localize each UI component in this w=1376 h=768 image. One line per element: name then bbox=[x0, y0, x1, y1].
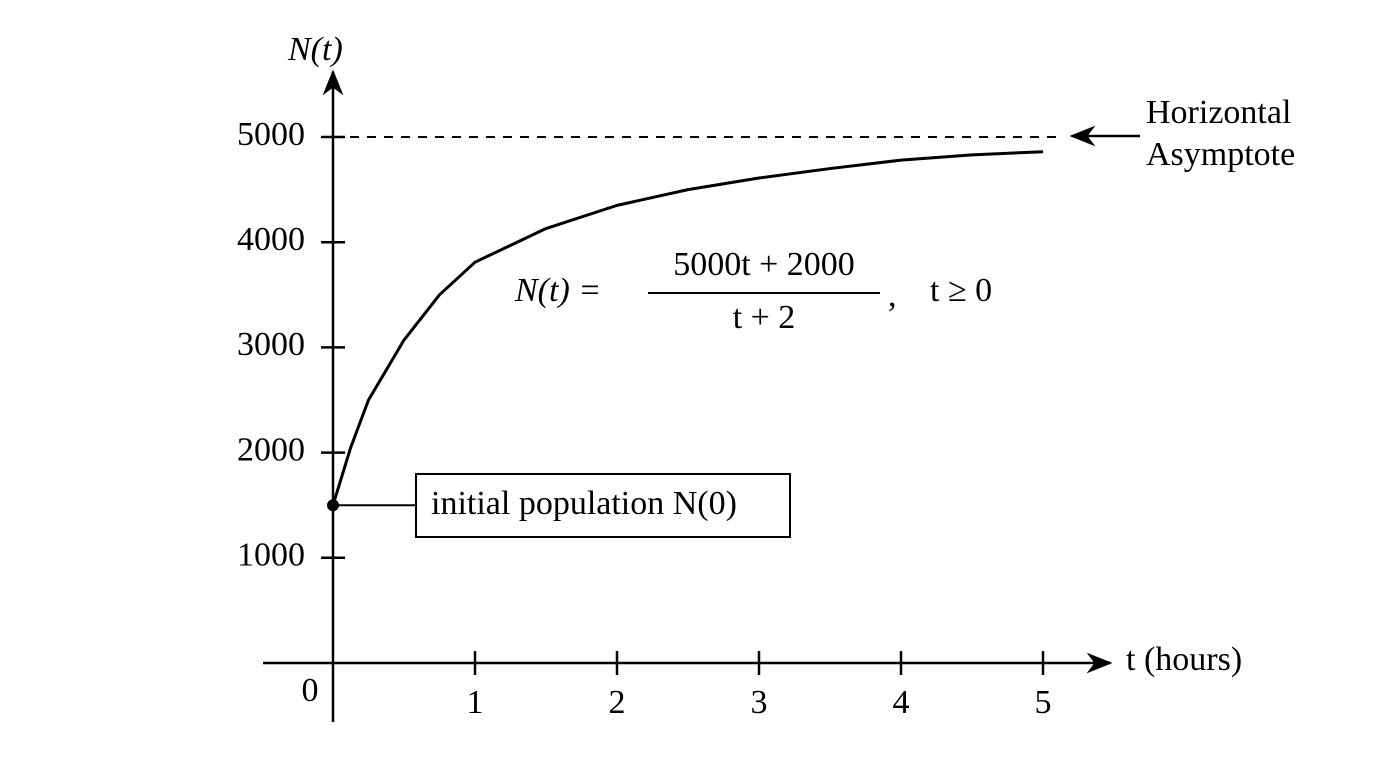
formula-separator: , bbox=[888, 277, 897, 314]
initial-point bbox=[327, 499, 339, 512]
asymptote-label: Horizontal bbox=[1146, 94, 1291, 131]
formula-numerator: 5000t + 2000 bbox=[673, 246, 855, 283]
x-tick-label: 1 bbox=[467, 684, 484, 721]
y-axis-label: N(t) bbox=[287, 31, 343, 68]
x-tick-label: 4 bbox=[893, 684, 910, 721]
point-label: initial population N(0) bbox=[431, 485, 737, 522]
x-axis-label: t (hours) bbox=[1126, 641, 1242, 678]
y-tick-label: 3000 bbox=[237, 326, 305, 363]
label-box bbox=[415, 473, 791, 538]
y-tick-label: 4000 bbox=[237, 221, 305, 258]
formula-denominator: t + 2 bbox=[733, 299, 796, 336]
curve bbox=[331, 150, 1044, 506]
x-tick-label: 2 bbox=[609, 684, 626, 721]
x-tick-label: 5 bbox=[1035, 684, 1052, 721]
y-tick-label: 1000 bbox=[237, 537, 305, 574]
asymptote-label: Asymptote bbox=[1146, 136, 1295, 173]
x-tick-label: 3 bbox=[751, 684, 768, 721]
y-tick-label: 2000 bbox=[237, 431, 305, 468]
origin-label: 0 bbox=[302, 672, 319, 709]
formula-condition: t ≥ 0 bbox=[930, 272, 992, 309]
formula-lhs: N(t) = bbox=[514, 272, 601, 309]
y-tick-label: 5000 bbox=[237, 116, 305, 153]
